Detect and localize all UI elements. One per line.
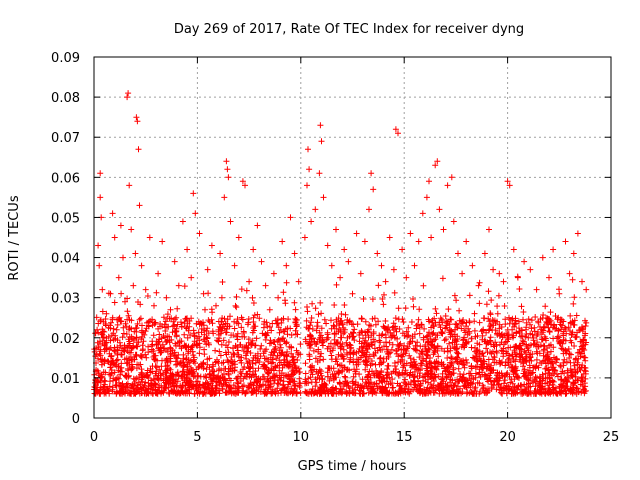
y-tick-label: 0.02 [51,332,80,347]
y-tick-label: 0 [72,412,80,427]
y-tick-label: 0.03 [51,292,80,307]
x-tick-label: 0 [90,430,98,445]
y-tick-label: 0.01 [51,372,80,387]
y-tick-label: 0.08 [51,91,80,106]
chart-title: Day 269 of 2017, Rate Of TEC Index for r… [174,22,524,37]
axis-ticks [93,56,612,419]
y-tick-label: 0.04 [51,252,80,267]
x-axis-label: GPS time / hours [298,459,407,474]
grid-lines [94,57,611,418]
roti-marker-path [91,90,590,397]
plot-frame [93,56,612,419]
x-tick-label: 15 [396,430,413,445]
x-tick-label: 20 [499,430,516,445]
y-tick-label: 0.06 [51,171,80,186]
data-points [91,90,590,397]
x-tick-label: 10 [293,430,310,445]
y-tick-label: 0.09 [51,51,80,66]
y-axis-label: ROTI / TECUs [7,195,22,280]
x-tick-label: 25 [603,430,620,445]
x-tick-label: 5 [193,430,201,445]
y-tick-label: 0.07 [51,131,80,146]
y-tick-label: 0.05 [51,211,80,226]
